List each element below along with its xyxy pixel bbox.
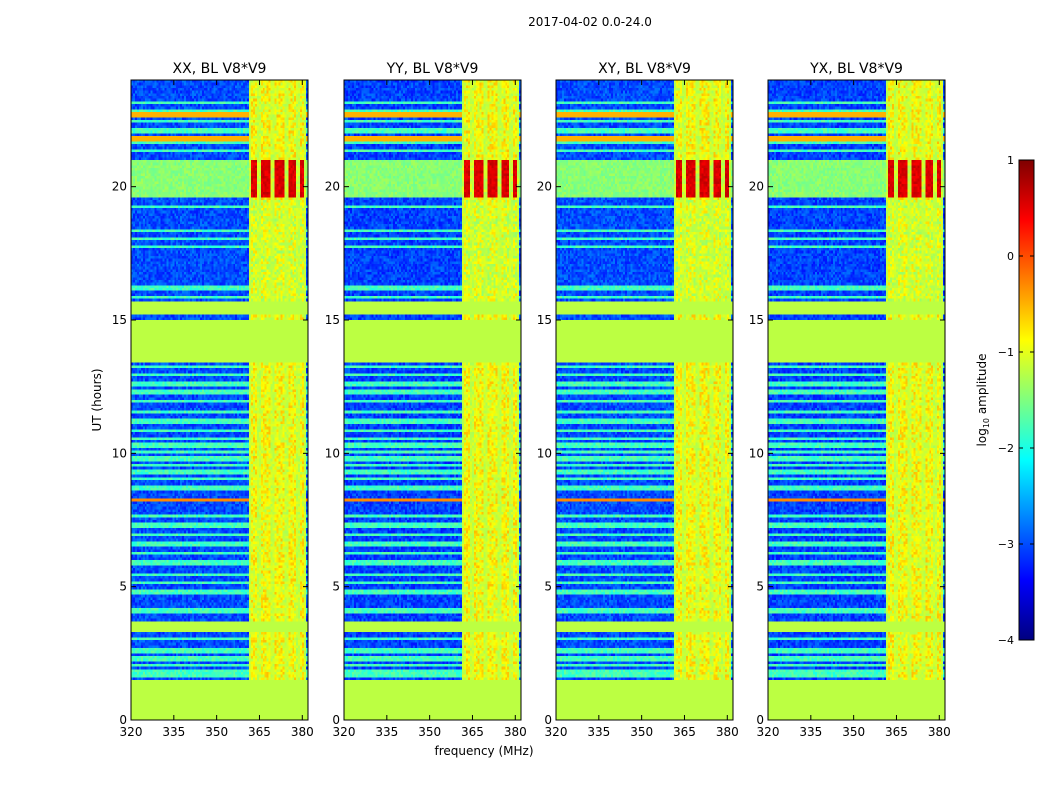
x-tick-label: 365 — [461, 725, 484, 739]
heatmap-yx — [768, 80, 945, 720]
y-tick-label: 15 — [537, 313, 552, 327]
x-tick-label: 350 — [842, 725, 865, 739]
y-tick-label: 15 — [749, 313, 764, 327]
x-tick-label: 350 — [205, 725, 228, 739]
x-tick-label: 350 — [630, 725, 653, 739]
panel-yy: YY, BL V8*V9 320 335 350 365 380 0 5 10 15 20 — [325, 61, 527, 739]
panel-title: XX, BL V8*V9 — [173, 61, 267, 77]
y-tick-label: 0 — [332, 713, 340, 727]
heatmap-xy — [556, 80, 733, 720]
colorbar: 1 0 −1 −2 −3 −4 log10 amplitude — [975, 154, 1035, 647]
y-tick-label: 10 — [537, 446, 552, 460]
panel-title: XY, BL V8*V9 — [598, 61, 691, 77]
y-tick-label: 0 — [544, 713, 552, 727]
heatmap-xx — [131, 80, 308, 720]
x-tick-label: 320 — [757, 725, 780, 739]
y-tick-label: 10 — [325, 446, 340, 460]
y-tick-label: 15 — [325, 313, 340, 327]
x-tick-label: 335 — [375, 725, 398, 739]
x-tick-label: 365 — [248, 725, 271, 739]
axes-frame — [555, 79, 734, 721]
axes-frame — [130, 79, 309, 721]
y-tick-label: 10 — [749, 446, 764, 460]
x-tick-label: 380 — [928, 725, 951, 739]
panel-xy: XY, BL V8*V9 320 335 350 365 380 0 5 10 15 20 — [537, 61, 739, 739]
colorbar-frame — [1018, 159, 1035, 641]
x-tick-label: 335 — [799, 725, 822, 739]
x-tick-label: 365 — [673, 725, 696, 739]
colorbar-tick-label: 0 — [1007, 250, 1014, 263]
colorbar-tick-label: −2 — [998, 442, 1014, 455]
y-tick-label: 5 — [544, 580, 552, 594]
y-tick-label: 0 — [756, 713, 764, 727]
x-tick-label: 380 — [716, 725, 739, 739]
x-tick-label: 335 — [587, 725, 610, 739]
colorbar-tick-label: −4 — [998, 634, 1014, 647]
x-axis-label: frequency (MHz) — [434, 744, 533, 758]
y-tick-label: 5 — [119, 580, 127, 594]
y-tick-label: 5 — [756, 580, 764, 594]
x-tick-label: 320 — [333, 725, 356, 739]
panel-title: YX, BL V8*V9 — [809, 61, 903, 77]
colorbar-tick-label: 1 — [1007, 154, 1014, 167]
y-tick-label: 20 — [749, 180, 764, 194]
colorbar-label: log10 amplitude — [975, 354, 991, 447]
y-tick-label: 0 — [119, 713, 127, 727]
y-tick-label: 20 — [537, 180, 552, 194]
panel-yx: YX, BL V8*V9 320 335 350 365 380 0 5 10 15 20 — [749, 61, 951, 739]
colorbar-gradient — [1019, 160, 1034, 640]
y-tick-label: 15 — [112, 313, 127, 327]
y-tick-label: 5 — [332, 580, 340, 594]
x-tick-label: 335 — [162, 725, 185, 739]
axes-frame — [343, 79, 522, 721]
x-tick-label: 365 — [885, 725, 908, 739]
figure-suptitle: 2017-04-02 0.0-24.0 — [528, 15, 652, 29]
axes-frame — [767, 79, 946, 721]
y-tick-label: 20 — [112, 180, 127, 194]
y-tick-label: 20 — [325, 180, 340, 194]
x-tick-label: 380 — [291, 725, 314, 739]
panel-title: YY, BL V8*V9 — [386, 61, 479, 77]
panel-xx: XX, BL V8*V9 320 335 350 365 380 0 5 10 15 20 — [112, 61, 314, 739]
x-tick-label: 350 — [418, 725, 441, 739]
x-tick-label: 320 — [545, 725, 568, 739]
heatmap-yy — [344, 80, 521, 720]
colorbar-tick-label: −3 — [998, 538, 1014, 551]
colorbar-tick-label: −1 — [998, 346, 1014, 359]
y-tick-label: 10 — [112, 446, 127, 460]
x-tick-label: 380 — [504, 725, 527, 739]
y-axis-label: UT (hours) — [90, 368, 104, 431]
x-tick-label: 320 — [120, 725, 143, 739]
